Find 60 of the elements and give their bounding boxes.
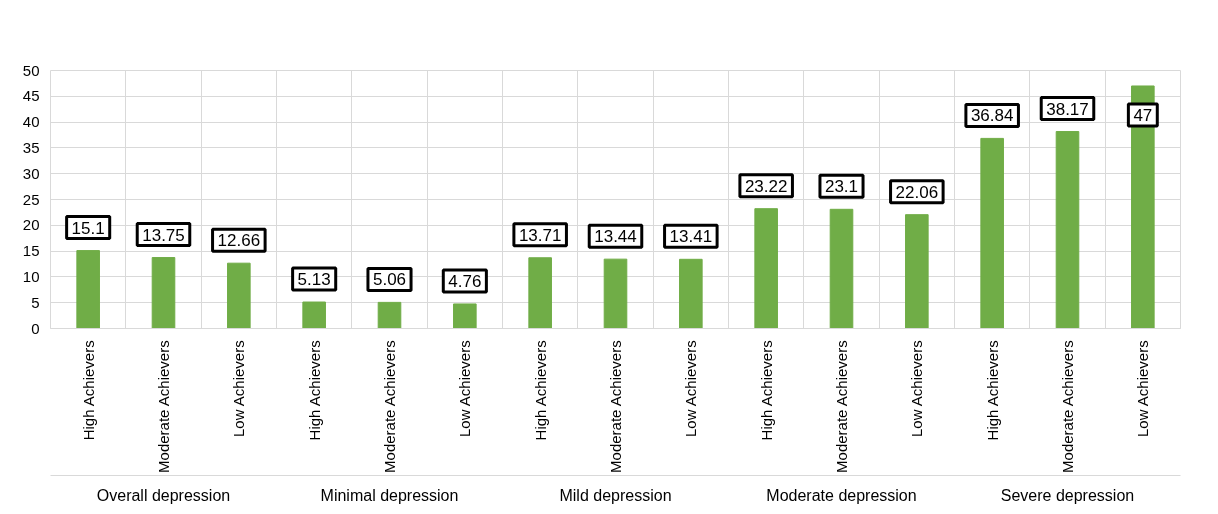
bar <box>980 137 1004 329</box>
y-tick-label: 20 <box>22 216 40 234</box>
y-tick-label: 25 <box>22 190 40 208</box>
y-tick-label: 5 <box>31 293 40 311</box>
data-label: 4.76 <box>448 271 482 291</box>
x-tick-label: High Achievers <box>305 340 323 441</box>
data-label: 15.1 <box>71 218 105 238</box>
data-label: 13.75 <box>142 225 185 245</box>
x-tick-label: Moderate Achievers <box>1059 340 1076 473</box>
bar <box>603 258 628 329</box>
data-label: 36.84 <box>970 106 1014 126</box>
y-tick-label: 15 <box>22 242 40 260</box>
text: Minimal depression <box>320 486 459 504</box>
x-tick-label: High Achievers <box>757 340 775 441</box>
data-label: 13.71 <box>518 225 562 245</box>
y-tick-label: 0 <box>31 319 40 337</box>
y-tick-label: 35 <box>22 138 40 156</box>
data-label: 47 <box>1133 105 1153 125</box>
text: Mild depression <box>559 486 672 504</box>
data-label: 5.13 <box>297 270 331 290</box>
data-label: 22.06 <box>895 182 939 202</box>
x-tick-label: High Achievers <box>983 340 1001 441</box>
bar <box>377 301 402 329</box>
bar <box>453 303 477 329</box>
y-tick-label: 10 <box>22 267 40 285</box>
x-tick-label: Low Achievers <box>230 340 248 438</box>
y-tick-label: 45 <box>22 87 40 105</box>
x-tick-label: Low Achievers <box>908 340 926 438</box>
text: Severe depression <box>1000 486 1135 504</box>
x-tick-label: Moderate Achievers <box>155 340 172 473</box>
bar <box>679 258 703 329</box>
data-label: 13.41 <box>669 227 713 247</box>
x-tick-label: Moderate Achievers <box>607 340 624 473</box>
x-tick-label: High Achievers <box>79 340 97 441</box>
bar <box>151 257 176 329</box>
data-label: 12.66 <box>217 231 261 251</box>
y-tick-label: 30 <box>22 164 40 182</box>
bar <box>1055 131 1080 329</box>
bar <box>76 250 100 329</box>
bar <box>829 208 854 329</box>
x-tick-label: Low Achievers <box>1134 340 1152 438</box>
y-tick-label: 40 <box>22 113 40 131</box>
data-label: 38.17 <box>1046 99 1089 119</box>
text: Overall depression <box>96 486 231 504</box>
bar <box>754 208 778 329</box>
x-tick-label: Moderate Achievers <box>833 340 850 473</box>
x-tick-label: Moderate Achievers <box>381 340 398 473</box>
data-label: 23.22 <box>744 176 788 196</box>
text: Moderate depression <box>766 486 917 504</box>
y-tick-label: 50 <box>22 61 40 79</box>
x-tick-label: Low Achievers <box>456 340 474 438</box>
data-label: 5.06 <box>372 270 407 290</box>
bar <box>227 262 251 329</box>
bar <box>302 301 326 329</box>
x-tick-label: High Achievers <box>531 340 549 441</box>
data-label: 13.44 <box>594 227 637 247</box>
data-label: 23.1 <box>824 177 859 197</box>
bar <box>528 257 552 329</box>
x-tick-label: Low Achievers <box>682 340 700 438</box>
bar <box>905 214 929 329</box>
